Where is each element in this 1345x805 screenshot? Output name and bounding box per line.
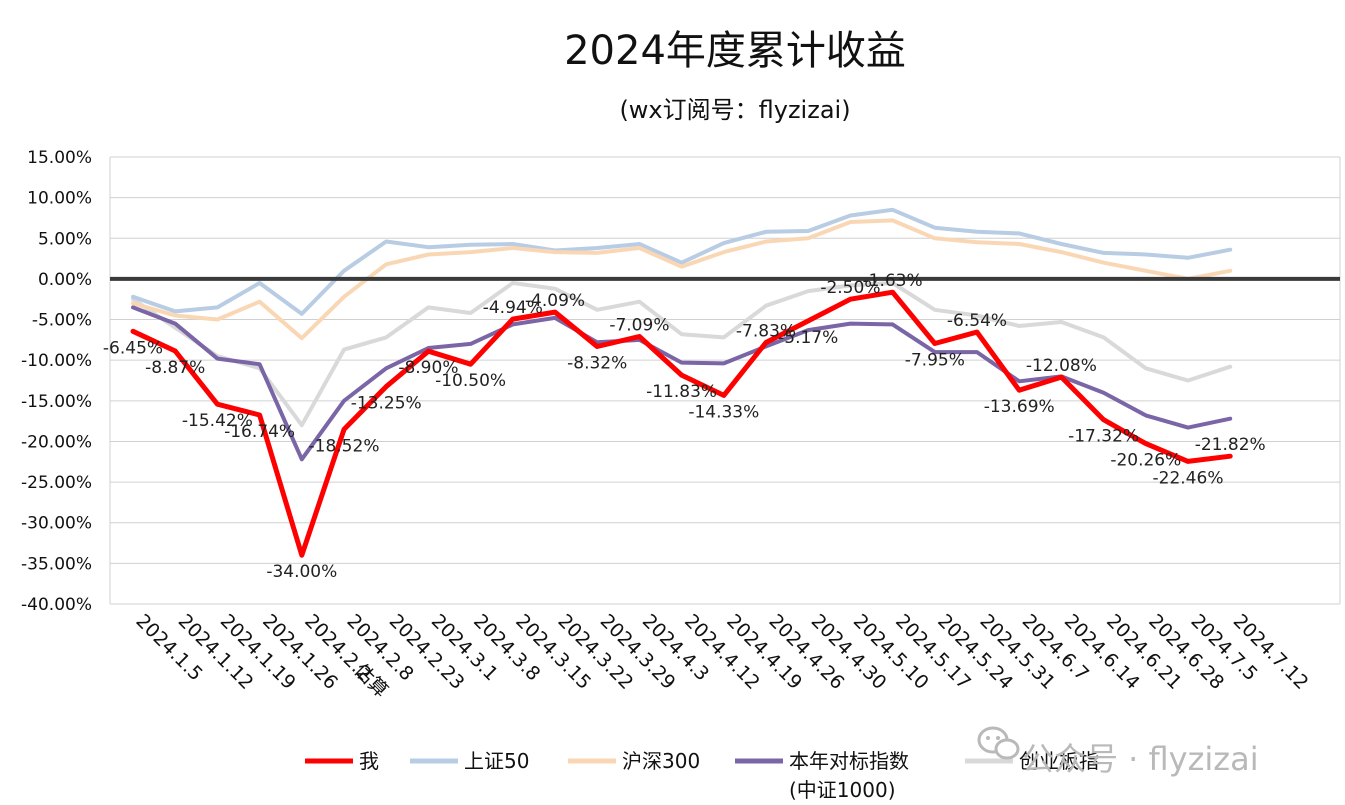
data-label: -11.83% [646, 382, 717, 402]
data-label: -2.50% [820, 278, 880, 298]
data-label: -8.87% [145, 358, 205, 378]
data-label: -7.83% [736, 322, 796, 342]
data-label: -20.26% [1110, 451, 1181, 471]
y-tick-label: -30.00% [21, 514, 92, 534]
watermark-text: 公众号 · flyzizai [1022, 740, 1259, 778]
y-tick-label: 15.00% [27, 148, 92, 168]
y-tick-label: -10.00% [21, 351, 92, 371]
data-label: -6.45% [103, 338, 163, 358]
legend-label: 创业板指 [1019, 749, 1099, 773]
data-label: -7.09% [609, 316, 669, 336]
data-label: -14.33% [688, 402, 759, 422]
series-line-2 [131, 218, 1233, 341]
data-label: -1.63% [863, 271, 923, 291]
data-label: -16.74% [224, 422, 295, 442]
data-label: -22.46% [1153, 468, 1224, 488]
data-label: -8.32% [567, 354, 627, 374]
data-label: -5.17% [778, 328, 838, 348]
data-label: -10.50% [435, 371, 506, 391]
data-label: -4.09% [525, 291, 585, 311]
y-tick-label: 0.00% [38, 270, 92, 290]
y-tick-label: -20.00% [21, 432, 92, 452]
series-line-0 [131, 281, 1233, 428]
legend: 我 上证50 沪深300 本年对标指数 (中证1000) 创业板指 [305, 749, 1099, 802]
y-tick-label: -40.00% [21, 595, 92, 615]
watermark: 公众号 · flyzizai [977, 726, 1259, 778]
data-label: -15.42% [182, 411, 253, 431]
data-label: -12.08% [1026, 356, 1097, 376]
legend-label-secondary: (中证1000) [789, 778, 896, 802]
data-label: -21.82% [1195, 435, 1266, 455]
data-label: -4.94% [483, 298, 543, 318]
data-label: -17.32% [1068, 427, 1139, 447]
data-label: -13.69% [984, 397, 1055, 417]
data-label: -18.52% [309, 436, 380, 456]
legend-label: 本年对标指数 [789, 749, 909, 773]
y-tick-label: 10.00% [27, 189, 92, 209]
x-axis-tick-labels: 2024.1.52024.1.122024.1.192024.1.262024.… [131, 610, 1312, 702]
data-label: -34.00% [266, 562, 337, 582]
series-lines [110, 207, 1340, 558]
y-tick-label: -5.00% [32, 311, 92, 331]
data-label: -8.90% [398, 358, 458, 378]
legend-label: 沪深300 [622, 749, 700, 773]
y-tick-label: 5.00% [38, 229, 92, 249]
y-axis-tick-labels: 15.00% 10.00% 5.00% 0.00% -5.00% -10.00% -15.0… [21, 148, 92, 615]
y-tick-label: -35.00% [21, 554, 92, 574]
y-tick-label: -25.00% [21, 473, 92, 493]
legend-label: 我 [359, 749, 379, 773]
series-line-1 [131, 207, 1233, 316]
chart-title: 2024年度累计收益 [564, 28, 906, 74]
legend-label: 上证50 [464, 749, 529, 773]
data-label: -13.25% [351, 394, 422, 414]
data-label: -6.54% [947, 311, 1007, 331]
chart-subtitle: (wx订阅号：flyzizai) [619, 96, 850, 124]
wechat-icon [977, 726, 1020, 760]
series-line-4 [130, 289, 1233, 558]
data-label: -7.95% [905, 351, 965, 371]
data-labels: -6.45%-8.87% -15.42%-16.74% -34.00% -18.52%… [103, 271, 1266, 582]
series-line-3 [131, 305, 1233, 462]
y-tick-label: -15.00% [21, 392, 92, 412]
